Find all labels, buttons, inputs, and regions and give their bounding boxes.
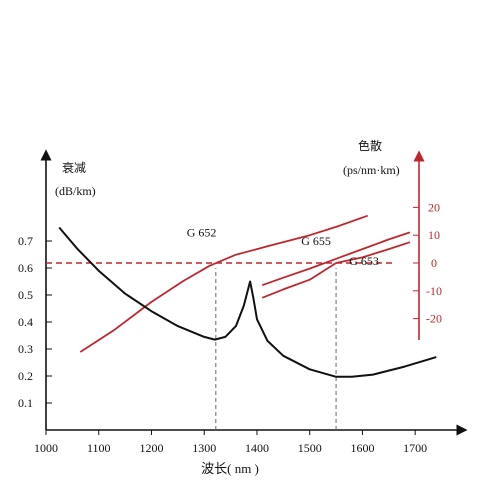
right-tick-labels: 20 10 0 -10 -20	[413, 200, 442, 326]
dispersion-line-g652	[79, 214, 369, 353]
x-tick-label: 1700	[403, 441, 427, 455]
x-tick-label: 1300	[192, 441, 216, 455]
left-tick-label: 0.1	[18, 396, 33, 410]
right-tick-label: -20	[426, 312, 442, 326]
right-tick-label: 0	[431, 256, 437, 270]
left-tick-labels: 0.1 0.2 0.3 0.4 0.5 0.6 0.7	[18, 234, 52, 410]
x-tick-label: 1000	[34, 441, 58, 455]
dispersion-line-g655	[261, 231, 411, 287]
left-tick-label: 0.6	[18, 261, 33, 275]
attenuation-line	[58, 226, 437, 378]
left-axis-label-line2: (dB/km)	[55, 184, 96, 198]
x-axis-label: 波长( nm )	[201, 461, 259, 476]
series-label: G 652	[187, 226, 217, 240]
left-tick-label: 0.5	[18, 288, 33, 302]
reference-lines	[215, 268, 337, 430]
x-tick-label: 1200	[139, 441, 163, 455]
x-tick-label: 1400	[245, 441, 269, 455]
x-tick-label: 1100	[87, 441, 111, 455]
right-tick-label: 20	[428, 200, 440, 214]
x-tick-label: 1500	[298, 441, 322, 455]
left-tick-label: 0.4	[18, 315, 33, 329]
series-labels: G 652 G 655 G 653	[187, 226, 379, 269]
series-label: G 653	[349, 254, 379, 268]
series-label: G 655	[301, 234, 331, 248]
right-tick-label: -10	[426, 284, 442, 298]
left-tick-label: 0.7	[18, 234, 33, 248]
left-tick-label: 0.3	[18, 342, 33, 356]
left-axis-label-line1: 衰减	[62, 160, 86, 175]
right-tick-label: 10	[428, 228, 440, 242]
right-axis-label-line1: 色散	[358, 138, 382, 153]
attenuation-curve	[58, 226, 437, 378]
x-tick-labels: 1000 1100 1200 1300 1400 1500 1600 1700	[34, 430, 427, 455]
right-axis-label-line2: (ps/nm·km)	[343, 163, 400, 177]
x-tick-label: 1600	[350, 441, 374, 455]
left-tick-label: 0.2	[18, 369, 33, 383]
dispersion-line-g653	[261, 241, 411, 299]
dispersion-series	[79, 214, 411, 353]
